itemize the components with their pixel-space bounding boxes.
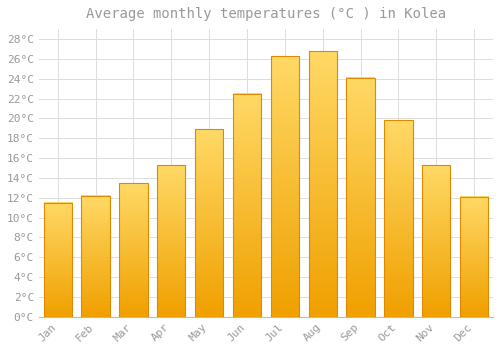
- Bar: [346, 78, 375, 317]
- Bar: [270, 56, 299, 317]
- Bar: [44, 203, 72, 317]
- Bar: [44, 203, 72, 317]
- Bar: [157, 165, 186, 317]
- Bar: [422, 165, 450, 317]
- Bar: [460, 197, 488, 317]
- Bar: [346, 78, 375, 317]
- Bar: [233, 93, 261, 317]
- Bar: [460, 197, 488, 317]
- Bar: [82, 196, 110, 317]
- Bar: [308, 51, 337, 317]
- Bar: [195, 129, 224, 317]
- Bar: [384, 120, 412, 317]
- Bar: [308, 51, 337, 317]
- Bar: [119, 183, 148, 317]
- Bar: [119, 183, 148, 317]
- Bar: [195, 129, 224, 317]
- Bar: [422, 165, 450, 317]
- Bar: [157, 165, 186, 317]
- Bar: [384, 120, 412, 317]
- Bar: [82, 196, 110, 317]
- Bar: [270, 56, 299, 317]
- Bar: [233, 93, 261, 317]
- Title: Average monthly temperatures (°C ) in Kolea: Average monthly temperatures (°C ) in Ko…: [86, 7, 446, 21]
